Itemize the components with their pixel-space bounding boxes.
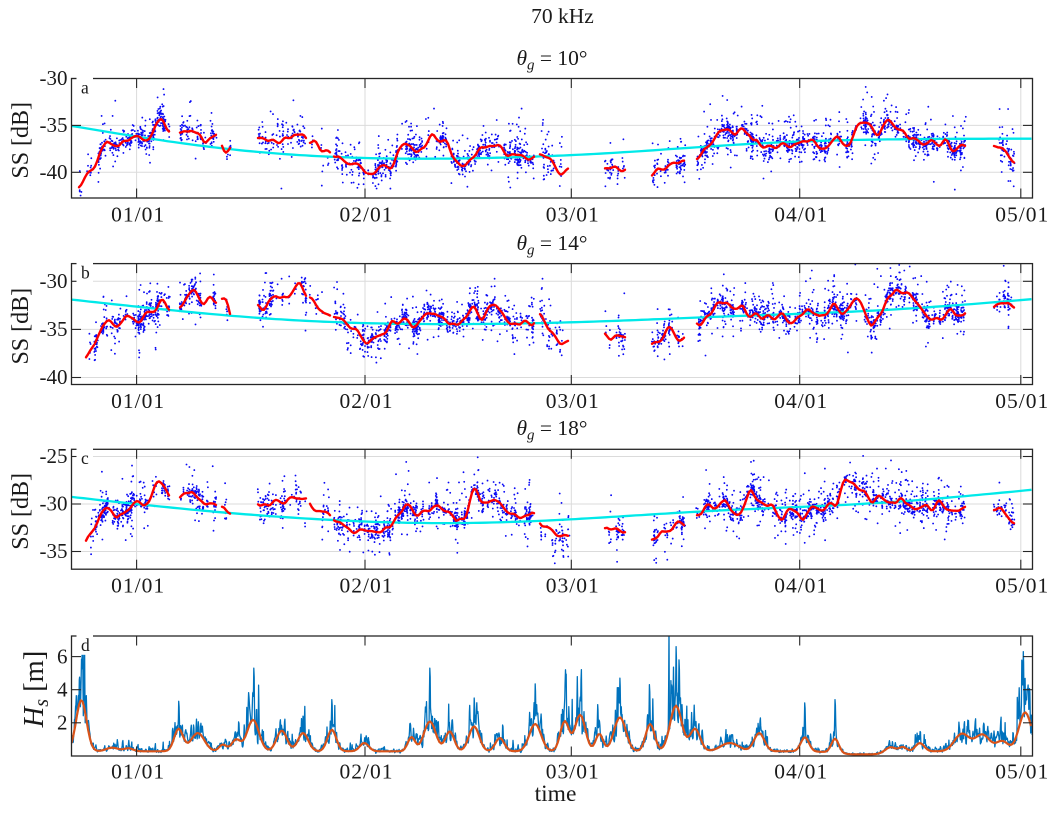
svg-text:04/01: 04/01 (774, 759, 828, 783)
svg-text:03/01: 03/01 (546, 759, 600, 783)
svg-text:-30: -30 (40, 269, 68, 293)
svg-text:05/01: 05/01 (995, 202, 1049, 226)
svg-text:4: 4 (57, 678, 68, 702)
svg-text:04/01: 04/01 (774, 389, 828, 413)
svg-text:-30: -30 (40, 492, 68, 516)
svg-text:time: time (535, 781, 577, 807)
svg-text:-35: -35 (40, 113, 68, 137)
svg-text:-35: -35 (40, 317, 68, 341)
svg-text:03/01: 03/01 (546, 389, 600, 413)
svg-text:01/01: 01/01 (111, 574, 165, 598)
svg-text:04/01: 04/01 (774, 574, 828, 598)
svg-text:2: 2 (57, 711, 68, 735)
svg-text:02/01: 02/01 (340, 759, 394, 783)
svg-text:c: c (81, 448, 89, 468)
svg-text:-40: -40 (40, 160, 68, 184)
svg-text:θg = 14°: θg = 14° (516, 231, 587, 259)
svg-text:03/01: 03/01 (546, 202, 600, 226)
svg-text:SS [dB]: SS [dB] (8, 288, 34, 365)
svg-text:02/01: 02/01 (340, 202, 394, 226)
svg-text:05/01: 05/01 (995, 389, 1049, 413)
svg-text:θg = 10°: θg = 10° (516, 46, 587, 74)
svg-text:05/01: 05/01 (995, 574, 1049, 598)
svg-text:04/01: 04/01 (774, 202, 828, 226)
svg-text:-25: -25 (40, 444, 68, 468)
svg-text:01/01: 01/01 (111, 389, 165, 413)
svg-text:d: d (81, 635, 90, 655)
svg-text:03/01: 03/01 (546, 574, 600, 598)
svg-text:-40: -40 (40, 365, 68, 389)
svg-text:6: 6 (57, 644, 68, 668)
svg-text:SS [dB]: SS [dB] (8, 473, 34, 550)
svg-text:θg = 18°: θg = 18° (516, 416, 587, 444)
svg-text:70 kHz: 70 kHz (531, 4, 594, 28)
svg-text:-35: -35 (40, 539, 68, 563)
svg-text:-30: -30 (40, 66, 68, 90)
svg-text:SS [dB]: SS [dB] (8, 102, 34, 179)
svg-text:05/01: 05/01 (995, 759, 1049, 783)
svg-text:b: b (81, 262, 90, 282)
svg-text:01/01: 01/01 (111, 759, 165, 783)
svg-text:01/01: 01/01 (111, 202, 165, 226)
svg-text:a: a (81, 77, 89, 97)
svg-text:Hs [m]: Hs [m] (19, 651, 53, 729)
svg-text:02/01: 02/01 (340, 389, 394, 413)
svg-text:02/01: 02/01 (340, 574, 394, 598)
